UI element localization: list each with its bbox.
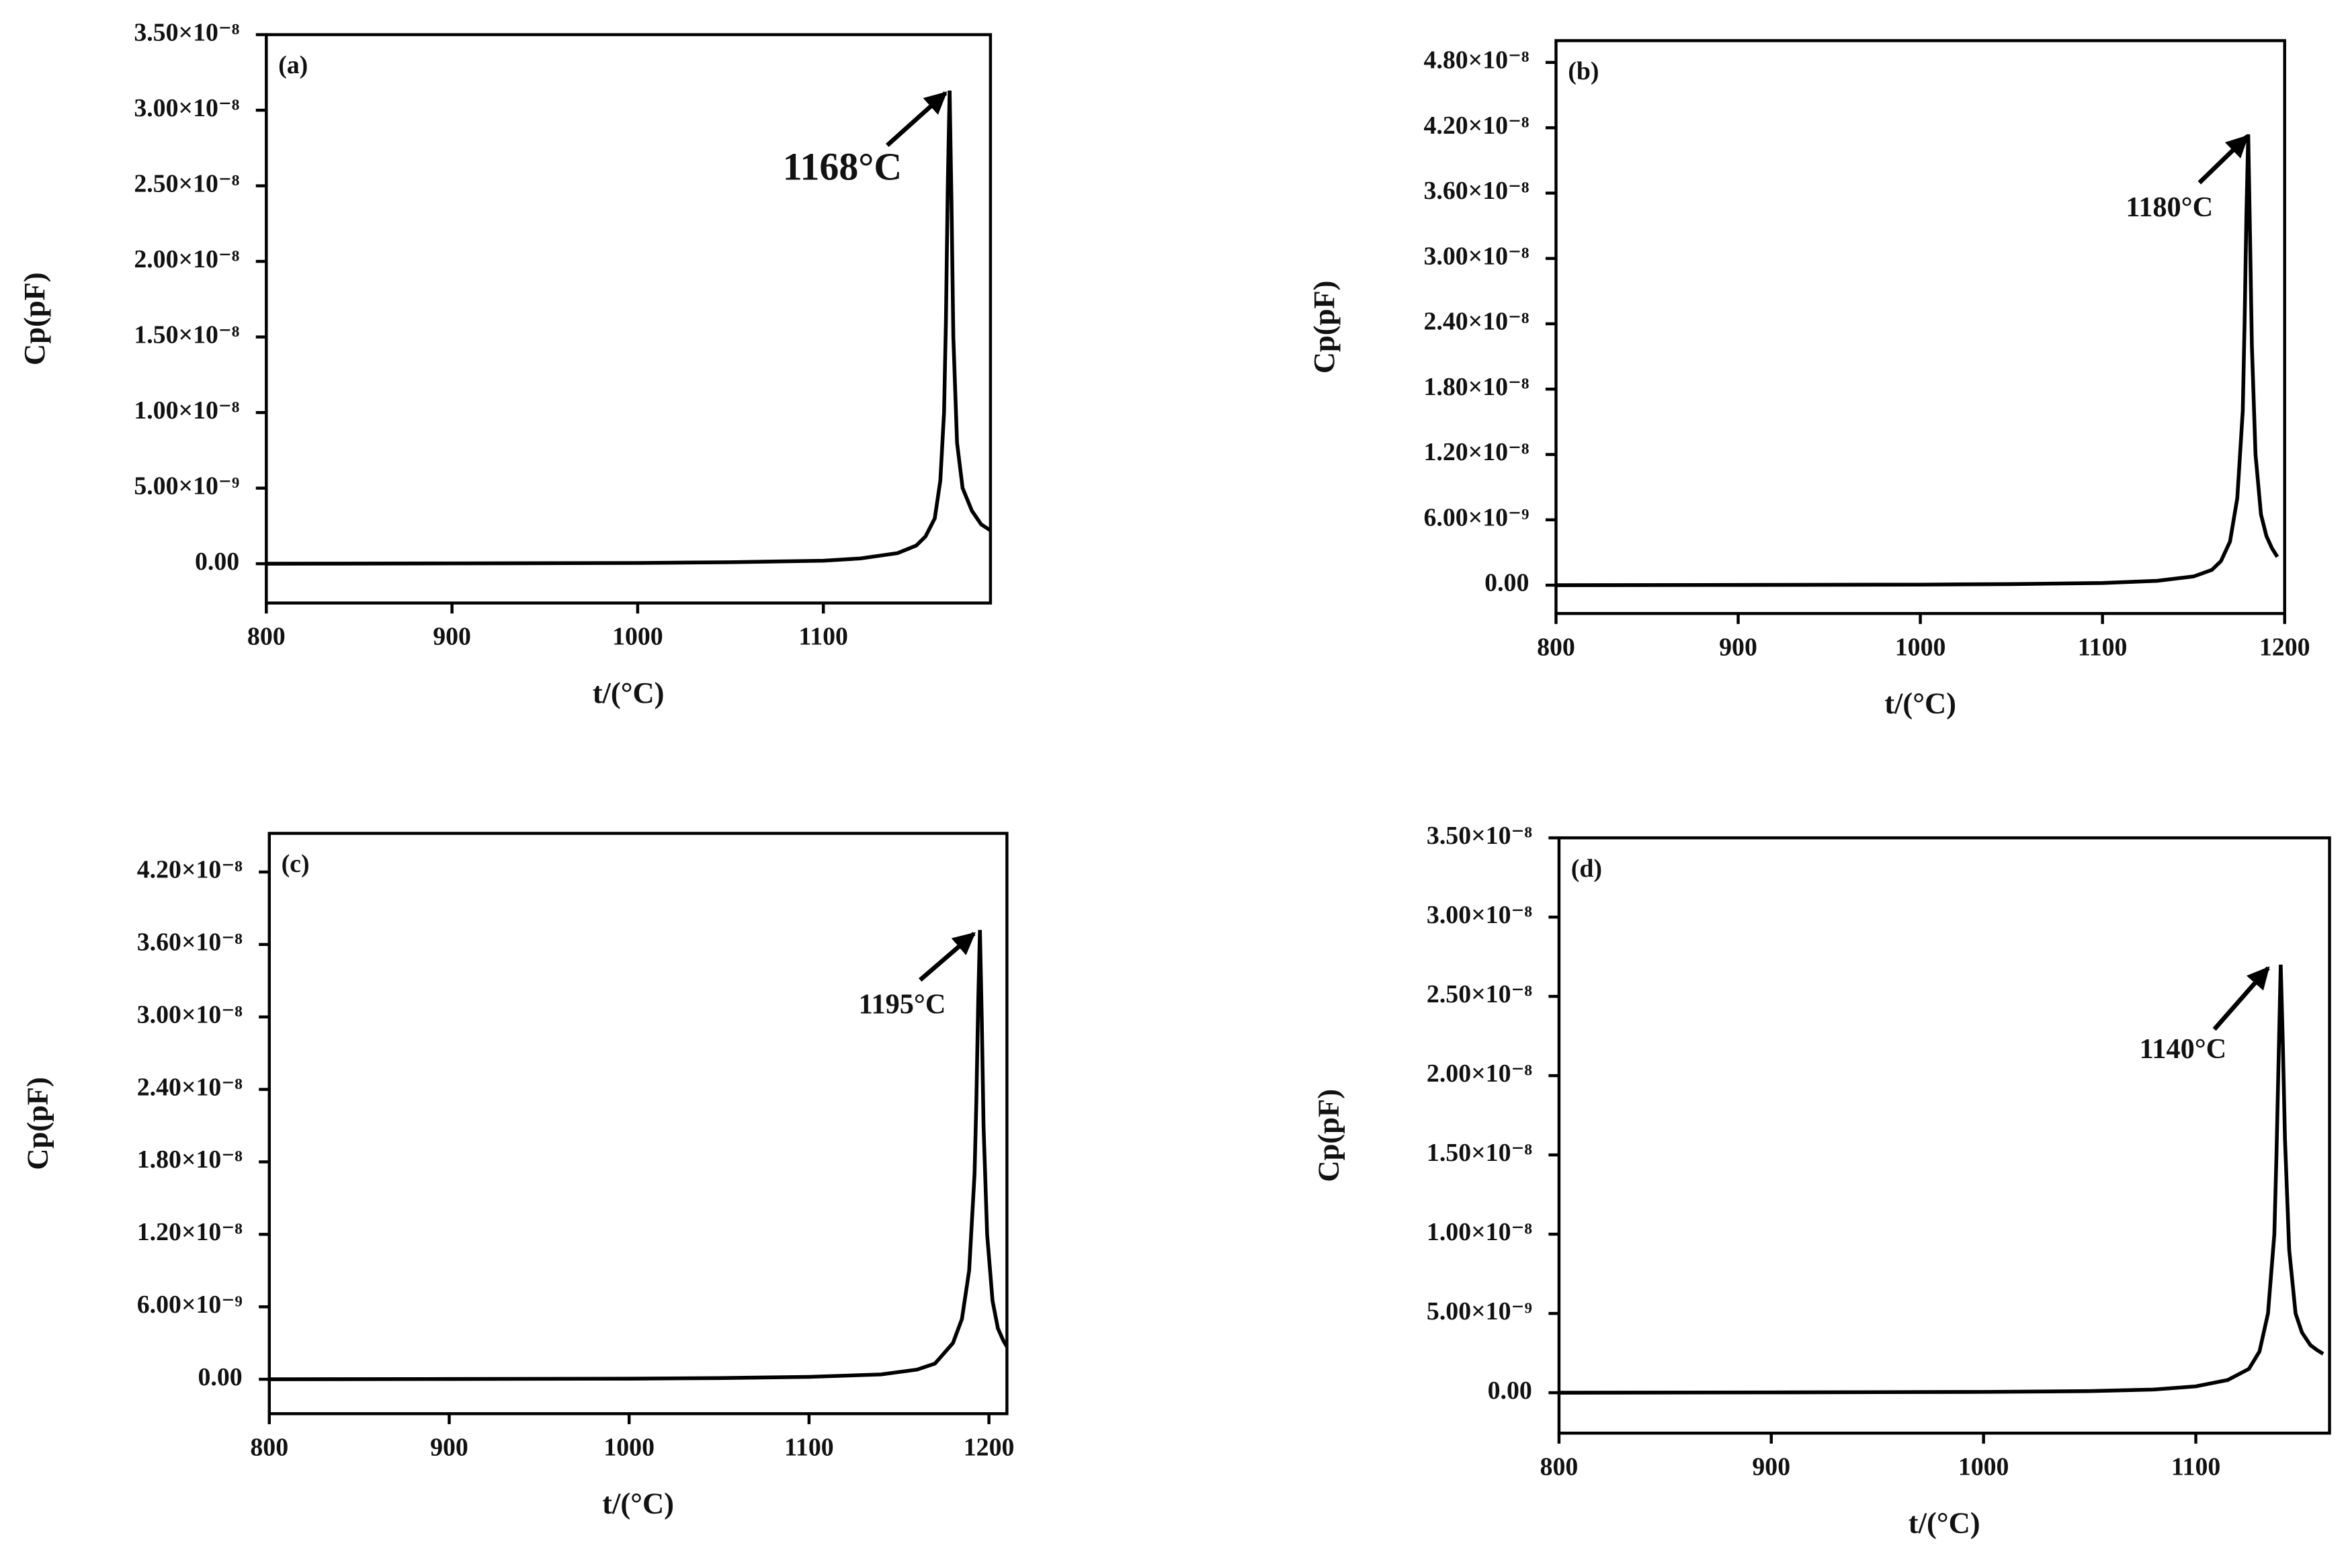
x-axis-title: t/(°C) xyxy=(1909,1506,1980,1540)
x-tick-label: 900 xyxy=(430,1433,468,1461)
x-tick-label: 1000 xyxy=(1958,1452,2009,1481)
annotation-arrow xyxy=(919,932,976,982)
x-tick-label: 1200 xyxy=(2259,633,2310,661)
y-tick-label: 3.00×10⁻⁸ xyxy=(137,1000,243,1029)
annotation: 1180°C xyxy=(2126,191,2213,223)
x-tick-label: 1100 xyxy=(784,1433,834,1461)
x-tick-label: 1000 xyxy=(612,623,663,651)
x-tick-label: 900 xyxy=(433,623,471,651)
x-tick-label: 1100 xyxy=(2078,633,2128,661)
y-tick-label: 1.00×10⁻⁸ xyxy=(1427,1218,1532,1246)
y-tick-label: 2.50×10⁻⁸ xyxy=(134,169,239,198)
y-tick-label: 3.00×10⁻⁸ xyxy=(1423,242,1529,270)
x-axis-title: t/(°C) xyxy=(593,676,665,709)
data-line xyxy=(1556,134,2279,587)
y-tick-label: 3.60×10⁻⁸ xyxy=(137,928,243,957)
y-tick-label: 4.20×10⁻⁸ xyxy=(137,856,243,884)
panel-label: (c) xyxy=(282,850,310,878)
panel-label: (a) xyxy=(278,51,308,79)
data-line xyxy=(1558,964,2324,1395)
y-axis-title: Cp(pF) xyxy=(1307,281,1341,374)
y-tick-label: 0.00 xyxy=(1484,569,1529,597)
x-tick-label: 900 xyxy=(1752,1452,1790,1481)
annotation-arrow xyxy=(2197,134,2249,185)
y-tick-label: 3.00×10⁻⁸ xyxy=(134,94,239,122)
annotation: 1195°C xyxy=(859,988,946,1020)
plot-frame xyxy=(1557,836,2331,1435)
plot-frame xyxy=(267,832,1009,1415)
y-axis-title: Cp(pF) xyxy=(1312,1089,1345,1182)
annotation-arrow xyxy=(2212,966,2270,1031)
annotation-arrow xyxy=(886,91,948,147)
x-tick-label: 800 xyxy=(250,1433,288,1461)
x-axis-title: t/(°C) xyxy=(1884,686,1956,720)
y-axis-title: Cp(pF) xyxy=(20,1077,54,1170)
y-tick-label: 3.50×10⁻⁸ xyxy=(134,18,239,46)
y-tick-label: 6.00×10⁻⁹ xyxy=(1423,503,1529,531)
plot-frame xyxy=(265,33,993,605)
x-axis-title: t/(°C) xyxy=(602,1487,674,1520)
y-tick-label: 1.00×10⁻⁸ xyxy=(134,396,239,425)
y-tick-label: 1.20×10⁻⁸ xyxy=(1423,438,1529,466)
x-tick-label: 800 xyxy=(1540,1452,1579,1481)
y-tick-label: 4.20×10⁻⁸ xyxy=(1423,112,1529,140)
y-tick-label: 3.50×10⁻⁸ xyxy=(1427,822,1532,850)
x-tick-label: 1200 xyxy=(964,1433,1015,1461)
y-tick-label: 1.50×10⁻⁸ xyxy=(1427,1139,1532,1167)
y-tick-label: 3.60×10⁻⁸ xyxy=(1423,177,1529,205)
y-tick-label: 5.00×10⁻⁹ xyxy=(134,472,239,500)
y-tick-label: 4.80×10⁻⁸ xyxy=(1423,46,1529,75)
annotation: 1168°C xyxy=(783,144,902,188)
y-axis-title: Cp(pF) xyxy=(17,272,51,365)
y-tick-label: 0.00 xyxy=(1488,1377,1532,1405)
x-tick-label: 1100 xyxy=(798,623,848,651)
y-tick-label: 2.00×10⁻⁸ xyxy=(134,245,239,273)
x-tick-label: 1000 xyxy=(1895,633,1946,661)
y-tick-label: 2.00×10⁻⁸ xyxy=(1427,1059,1532,1088)
x-tick-label: 1000 xyxy=(603,1433,655,1461)
y-tick-label: 0.00 xyxy=(195,548,239,576)
data-line xyxy=(269,930,1009,1381)
y-tick-label: 1.80×10⁻⁸ xyxy=(137,1145,243,1174)
y-tick-label: 2.50×10⁻⁸ xyxy=(1427,980,1532,1008)
x-tick-label: 800 xyxy=(1537,633,1575,661)
y-tick-label: 1.50×10⁻⁸ xyxy=(134,320,239,349)
annotation: 1140°C xyxy=(2139,1033,2226,1065)
x-tick-label: 1100 xyxy=(2171,1452,2221,1481)
y-tick-label: 3.00×10⁻⁸ xyxy=(1427,901,1532,929)
y-tick-label: 5.00×10⁻⁹ xyxy=(1427,1297,1532,1325)
panel-label: (b) xyxy=(1568,57,1599,85)
y-tick-label: 1.80×10⁻⁸ xyxy=(1423,373,1529,401)
y-tick-label: 2.40×10⁻⁸ xyxy=(137,1073,243,1101)
y-tick-label: 6.00×10⁻⁹ xyxy=(137,1291,243,1319)
x-tick-label: 800 xyxy=(247,623,286,651)
panel-label: (d) xyxy=(1571,855,1602,883)
data-line xyxy=(266,90,992,566)
y-tick-label: 0.00 xyxy=(198,1363,242,1391)
x-tick-label: 900 xyxy=(1719,633,1757,661)
y-tick-label: 1.20×10⁻⁸ xyxy=(137,1218,243,1246)
y-tick-label: 2.40×10⁻⁸ xyxy=(1423,308,1529,336)
